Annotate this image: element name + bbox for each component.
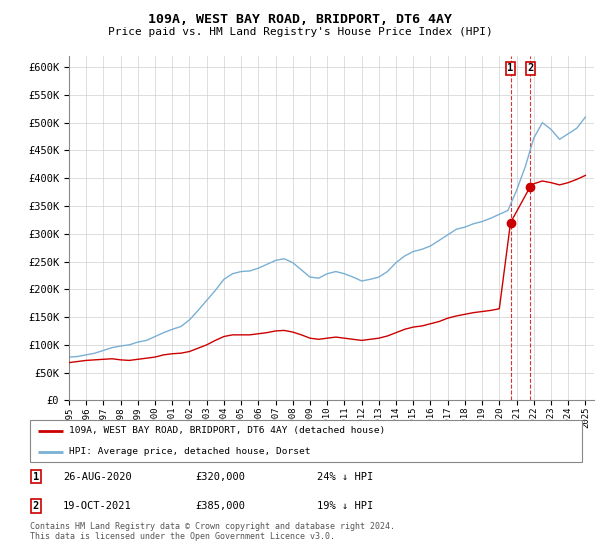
Text: 109A, WEST BAY ROAD, BRIDPORT, DT6 4AY (detached house): 109A, WEST BAY ROAD, BRIDPORT, DT6 4AY (… [68, 426, 385, 435]
Text: £385,000: £385,000 [196, 501, 245, 511]
Text: HPI: Average price, detached house, Dorset: HPI: Average price, detached house, Dors… [68, 447, 310, 456]
Text: 19% ↓ HPI: 19% ↓ HPI [317, 501, 373, 511]
Text: Price paid vs. HM Land Registry's House Price Index (HPI): Price paid vs. HM Land Registry's House … [107, 27, 493, 38]
Text: Contains HM Land Registry data © Crown copyright and database right 2024.
This d: Contains HM Land Registry data © Crown c… [30, 522, 395, 542]
Text: 1: 1 [508, 63, 514, 73]
Text: 1: 1 [33, 472, 39, 482]
Text: 109A, WEST BAY ROAD, BRIDPORT, DT6 4AY: 109A, WEST BAY ROAD, BRIDPORT, DT6 4AY [148, 13, 452, 26]
Text: 2: 2 [33, 501, 39, 511]
FancyBboxPatch shape [30, 420, 582, 462]
Text: 19-OCT-2021: 19-OCT-2021 [63, 501, 132, 511]
Text: 24% ↓ HPI: 24% ↓ HPI [317, 472, 373, 482]
Text: 26-AUG-2020: 26-AUG-2020 [63, 472, 132, 482]
Text: 2: 2 [527, 63, 533, 73]
Text: £320,000: £320,000 [196, 472, 245, 482]
